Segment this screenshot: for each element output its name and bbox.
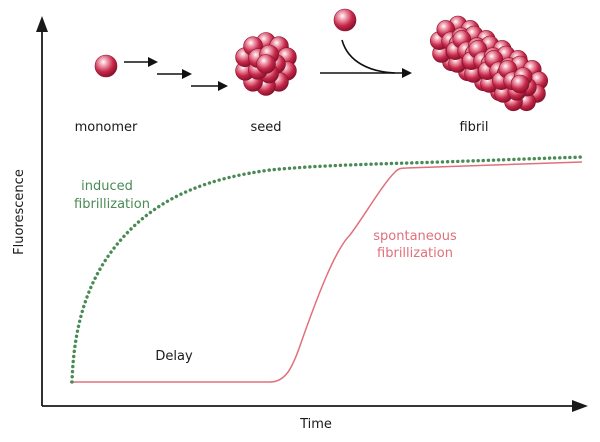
- y-axis-label: Fluorescence: [12, 169, 27, 255]
- induced-label-line1: induced: [81, 179, 133, 194]
- monomer-to-seed-arrows: [124, 57, 228, 91]
- x-axis-arrow-icon: [572, 400, 588, 412]
- seed-to-fibril-arrow-icon: [320, 39, 412, 78]
- monomer-label: monomer: [75, 120, 138, 135]
- spontaneous-fibrillization-curve: [70, 161, 583, 383]
- seed-cluster-icon: [235, 32, 297, 96]
- x-axis-label: Time: [299, 417, 332, 432]
- spontaneous-label-line1: spontaneous: [373, 229, 457, 244]
- induced-fibrillization-curve: [70, 155, 586, 384]
- fibril-cluster-icon: [429, 15, 549, 112]
- axes: [36, 16, 588, 412]
- y-axis-arrow-icon: [36, 16, 48, 32]
- spontaneous-label-line2: fibrillization: [377, 246, 453, 261]
- fibril-label: fibril: [459, 120, 488, 135]
- seed-label: seed: [250, 120, 281, 135]
- free-monomer-sphere-icon: [333, 8, 357, 32]
- induced-label-line2: fibrillization: [74, 197, 150, 212]
- delay-label: Delay: [155, 349, 193, 364]
- monomer-sphere-icon: [94, 54, 118, 78]
